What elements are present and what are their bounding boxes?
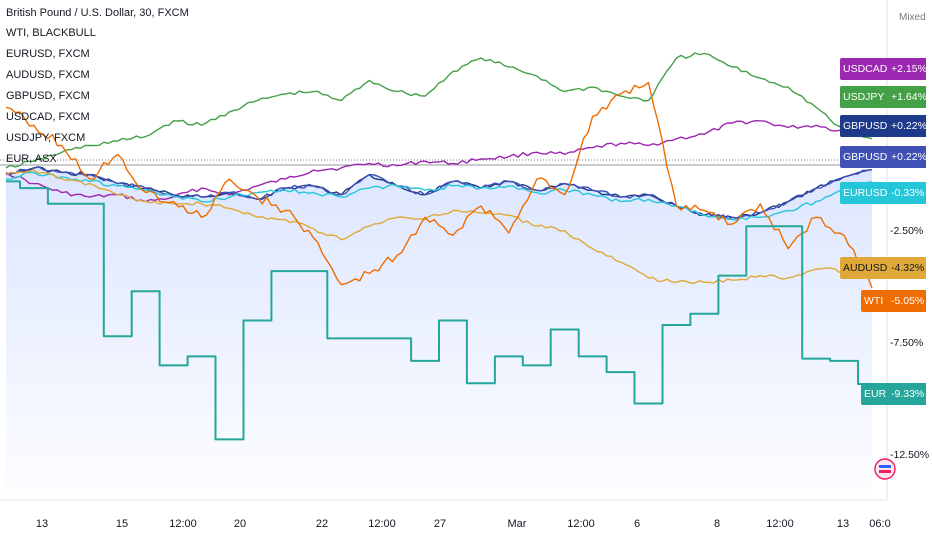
chart-title[interactable]: British Pound / U.S. Dollar, 30, FXCM bbox=[6, 7, 189, 19]
legend-item[interactable]: AUDUSD, FXCM bbox=[6, 69, 90, 81]
legend-item[interactable]: EURUSD, FXCM bbox=[6, 48, 90, 60]
x-tick-label: 6 bbox=[633, 518, 641, 530]
badge-value: -9.33% bbox=[888, 383, 926, 405]
y-tick-label: -12.50% bbox=[890, 449, 930, 462]
x-tick-label: 13 bbox=[35, 518, 49, 530]
badge-value: -5.05% bbox=[888, 290, 926, 312]
badge-symbol: EURUSD bbox=[840, 182, 888, 204]
legend: British Pound / U.S. Dollar, 30, FXCM WT… bbox=[6, 8, 189, 175]
y-tick-label: -7.50% bbox=[890, 336, 924, 349]
last-value-badge-eur[interactable]: EUR -9.33% bbox=[861, 383, 926, 405]
x-tick-label: 12:00 bbox=[368, 518, 396, 530]
tradingview-logo-icon[interactable] bbox=[874, 458, 896, 480]
last-value-badge-eurusd[interactable]: EURUSD -0.33% bbox=[840, 182, 926, 204]
badge-symbol: GBPUSD bbox=[840, 115, 888, 137]
x-tick-label: 12:00 bbox=[169, 518, 197, 530]
last-value-badge-usdcad[interactable]: USDCAD +2.15% bbox=[840, 58, 927, 80]
x-tick-label: Mar bbox=[507, 518, 527, 530]
last-value-badge-gbpusd[interactable]: GBPUSD +0.22% bbox=[840, 146, 927, 168]
x-tick-label: 13 bbox=[836, 518, 850, 530]
series-line-usdjpy[interactable] bbox=[5, 52, 873, 169]
x-tick-label: 22 bbox=[315, 518, 329, 530]
x-tick-label: 20 bbox=[233, 518, 247, 530]
x-tick-label: 12:00 bbox=[567, 518, 595, 530]
badge-symbol: EUR bbox=[861, 383, 888, 405]
last-value-badge-usdjpy[interactable]: USDJPY +1.64% bbox=[840, 86, 927, 108]
badge-symbol: GBPUSD bbox=[840, 146, 888, 168]
badge-symbol: USDJPY bbox=[840, 86, 888, 108]
series-layer bbox=[5, 52, 873, 441]
scale-mode-label[interactable]: Mixed bbox=[899, 12, 926, 23]
legend-item[interactable]: EUR, ASX bbox=[6, 153, 57, 165]
legend-item[interactable]: USDCAD, FXCM bbox=[6, 111, 90, 123]
badge-symbol: AUDUSD bbox=[840, 257, 888, 279]
series-line-eur[interactable] bbox=[6, 180, 872, 441]
series-line-audusd[interactable] bbox=[5, 169, 873, 284]
last-value-badge-wti[interactable]: WTI -5.05% bbox=[861, 290, 926, 312]
badge-symbol: WTI bbox=[861, 290, 888, 312]
series-line-wti[interactable] bbox=[5, 81, 873, 289]
series-line-eurusd[interactable] bbox=[5, 171, 873, 221]
x-tick-label: 15 bbox=[115, 518, 129, 530]
x-tick-label: 06:0 bbox=[869, 518, 891, 530]
legend-item[interactable]: USDJPY, FXCM bbox=[6, 132, 86, 144]
series-line-gbpusd[interactable] bbox=[5, 166, 873, 220]
legend-item[interactable]: GBPUSD, FXCM bbox=[6, 90, 90, 102]
last-value-badge-audusd[interactable]: AUDUSD -4.32% bbox=[840, 257, 926, 279]
x-tick-label: 27 bbox=[433, 518, 447, 530]
x-tick-label: 12:00 bbox=[766, 518, 794, 530]
badge-value: -0.33% bbox=[888, 182, 926, 204]
legend-item[interactable]: WTI, BLACKBULL bbox=[6, 27, 96, 39]
last-value-badge-gbpusd[interactable]: GBPUSD +0.22% bbox=[840, 115, 927, 137]
badge-value: +0.22% bbox=[888, 146, 927, 168]
badge-value: +2.15% bbox=[888, 58, 927, 80]
series-line-usdcad[interactable] bbox=[5, 120, 873, 203]
y-tick-label: -2.50% bbox=[890, 224, 924, 237]
badge-value: +0.22% bbox=[888, 115, 927, 137]
badge-symbol: USDCAD bbox=[840, 58, 888, 80]
badge-value: +1.64% bbox=[888, 86, 927, 108]
badge-value: -4.32% bbox=[888, 257, 926, 279]
x-tick-label: 8 bbox=[713, 518, 721, 530]
